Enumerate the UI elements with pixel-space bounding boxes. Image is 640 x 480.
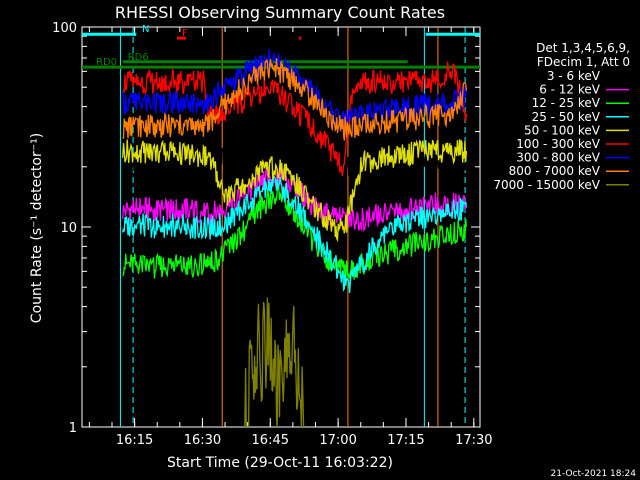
state-bar-label: F	[182, 28, 188, 39]
x-tick-label: 16:30	[184, 433, 221, 448]
x-tick-label: 16:15	[116, 433, 153, 448]
footer-date: 21-Oct-2021 18:24	[551, 469, 637, 479]
legend-entry-label: 3 - 6 keV	[547, 69, 601, 83]
series-line	[122, 61, 468, 176]
series-line	[122, 182, 468, 281]
legend-entry-label: 6 - 12 keV	[539, 83, 601, 97]
legend-entry-label: 100 - 300 keV	[516, 137, 600, 151]
y-tick-label: 1	[69, 421, 77, 436]
series-line	[122, 140, 468, 184]
series-line	[122, 139, 468, 243]
series-line	[244, 297, 305, 427]
legend-entry-label: 7000 - 15000 keV	[493, 178, 600, 192]
legend-entry-label: 12 - 25 keV	[532, 96, 601, 110]
legend-entry-label: 50 - 100 keV	[524, 123, 601, 137]
x-axis-label: Start Time (29-Oct-11 16:03:22)	[167, 455, 393, 471]
chart-title: RHESSI Observing Summary Count Rates	[115, 3, 445, 22]
x-tick-label: 17:15	[387, 433, 424, 448]
plot-area: 1 10 100 16:15 16:30 16:45 17:00 17:15 17:30 N F RD…	[52, 21, 492, 448]
x-tick-label: 17:30	[455, 433, 492, 448]
y-tick-label: 10	[60, 221, 77, 236]
state-bar-label: N	[142, 24, 149, 35]
x-tick-label: 16:45	[252, 433, 289, 448]
y-tick-label: 100	[52, 21, 77, 36]
legend-header: Det 1,3,4,5,6,9,	[536, 41, 630, 55]
legend-header: FDecim 1, Att 0	[537, 55, 630, 69]
legend-entry-label: 300 - 800 keV	[516, 151, 600, 165]
y-axis-label: Count Rate (s⁻¹ detector⁻¹)	[29, 133, 45, 323]
state-bar-label: RD0	[96, 57, 117, 68]
state-bar-label: RD6	[128, 52, 149, 63]
series-line	[122, 58, 468, 141]
series-line	[122, 175, 468, 294]
legend-entry-label: 800 - 7000 keV	[509, 164, 601, 178]
legend: Det 1,3,4,5,6,9,FDecim 1, Att 03 - 6 keV…	[493, 41, 630, 192]
legend-entry-label: 25 - 50 keV	[532, 110, 601, 124]
x-tick-label: 17:00	[319, 433, 356, 448]
